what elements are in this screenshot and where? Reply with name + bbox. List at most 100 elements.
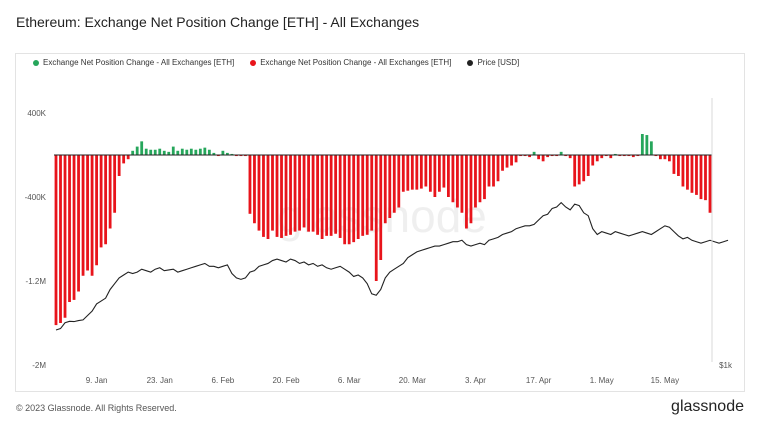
bar[interactable] bbox=[654, 155, 658, 157]
bar[interactable] bbox=[668, 155, 671, 162]
bar[interactable] bbox=[401, 155, 405, 192]
bar[interactable] bbox=[609, 155, 613, 159]
bar[interactable] bbox=[663, 155, 667, 160]
bar[interactable] bbox=[555, 155, 559, 157]
bar[interactable] bbox=[90, 155, 94, 276]
bar[interactable] bbox=[419, 155, 423, 189]
bar[interactable] bbox=[442, 155, 446, 188]
bar[interactable] bbox=[311, 155, 315, 232]
bar[interactable] bbox=[253, 155, 256, 224]
bar[interactable] bbox=[469, 155, 473, 224]
bar[interactable] bbox=[86, 155, 89, 271]
bar[interactable] bbox=[640, 134, 644, 155]
bar[interactable] bbox=[298, 155, 301, 231]
bar[interactable] bbox=[203, 147, 207, 155]
bar[interactable] bbox=[586, 155, 590, 176]
bar[interactable] bbox=[537, 155, 541, 160]
bar[interactable] bbox=[352, 155, 356, 243]
bar[interactable] bbox=[374, 155, 378, 281]
bar[interactable] bbox=[54, 155, 58, 326]
bar[interactable] bbox=[704, 155, 707, 201]
bar[interactable] bbox=[649, 141, 653, 155]
bar[interactable] bbox=[392, 155, 396, 213]
bar[interactable] bbox=[198, 148, 202, 155]
bar[interactable] bbox=[600, 155, 604, 159]
bar[interactable] bbox=[126, 155, 130, 160]
bar[interactable] bbox=[690, 155, 694, 193]
bar[interactable] bbox=[280, 155, 283, 238]
bar[interactable] bbox=[361, 155, 365, 236]
bar[interactable] bbox=[437, 155, 441, 192]
glassnode-logo[interactable]: glassnode bbox=[671, 398, 744, 415]
bar[interactable] bbox=[221, 150, 225, 155]
bar[interactable] bbox=[266, 155, 270, 239]
bar[interactable] bbox=[595, 155, 599, 162]
bar[interactable] bbox=[577, 155, 581, 185]
bar[interactable] bbox=[541, 155, 545, 162]
bar[interactable] bbox=[149, 149, 153, 155]
bar[interactable] bbox=[59, 155, 62, 323]
bar[interactable] bbox=[63, 155, 67, 318]
bar[interactable] bbox=[447, 155, 450, 197]
bar[interactable] bbox=[216, 155, 220, 157]
bar[interactable] bbox=[239, 155, 243, 157]
bar[interactable] bbox=[631, 155, 635, 158]
bar[interactable] bbox=[171, 146, 175, 155]
bar[interactable] bbox=[77, 155, 80, 292]
bar[interactable] bbox=[131, 150, 135, 155]
bar[interactable] bbox=[262, 155, 265, 237]
bar[interactable] bbox=[582, 155, 586, 182]
bar[interactable] bbox=[460, 155, 464, 213]
bar[interactable] bbox=[433, 155, 437, 197]
bar[interactable] bbox=[158, 148, 162, 155]
bar[interactable] bbox=[622, 155, 626, 157]
bar[interactable] bbox=[532, 151, 536, 155]
bar[interactable] bbox=[514, 155, 518, 163]
bar[interactable] bbox=[573, 155, 577, 187]
bar[interactable] bbox=[546, 155, 550, 158]
bar[interactable] bbox=[271, 155, 274, 231]
bar[interactable] bbox=[627, 155, 631, 157]
bar[interactable] bbox=[501, 155, 504, 171]
bar[interactable] bbox=[465, 155, 468, 229]
bar[interactable] bbox=[275, 155, 279, 237]
bar[interactable] bbox=[334, 155, 338, 234]
bar[interactable] bbox=[244, 155, 247, 157]
bar[interactable] bbox=[189, 148, 193, 155]
bar[interactable] bbox=[338, 155, 342, 238]
bar[interactable] bbox=[176, 150, 180, 155]
bar[interactable] bbox=[699, 155, 703, 200]
bar[interactable] bbox=[686, 155, 689, 190]
bar[interactable] bbox=[415, 155, 419, 190]
bar[interactable] bbox=[406, 155, 410, 191]
bar[interactable] bbox=[194, 149, 198, 155]
bar[interactable] bbox=[347, 155, 351, 245]
legend-item-outflow[interactable]: Exchange Net Position Change - All Excha… bbox=[250, 58, 451, 67]
bar[interactable] bbox=[397, 155, 401, 208]
legend-item-inflow[interactable]: Exchange Net Position Change - All Excha… bbox=[33, 58, 234, 67]
bar[interactable] bbox=[496, 155, 500, 182]
bar[interactable] bbox=[613, 153, 617, 155]
bar[interactable] bbox=[293, 155, 297, 232]
bar[interactable] bbox=[528, 155, 531, 158]
bar[interactable] bbox=[618, 155, 622, 157]
bar[interactable] bbox=[343, 155, 347, 245]
bar[interactable] bbox=[316, 155, 319, 235]
bar[interactable] bbox=[568, 155, 572, 159]
bar[interactable] bbox=[284, 155, 288, 236]
bar[interactable] bbox=[428, 155, 432, 192]
bar[interactable] bbox=[248, 155, 252, 214]
bar[interactable] bbox=[523, 155, 527, 157]
bar[interactable] bbox=[658, 155, 662, 160]
bar[interactable] bbox=[559, 151, 563, 155]
bar[interactable] bbox=[302, 155, 306, 228]
bar[interactable] bbox=[456, 155, 459, 208]
bar[interactable] bbox=[180, 148, 184, 155]
bar[interactable] bbox=[99, 155, 103, 248]
bar[interactable] bbox=[108, 155, 112, 229]
bar[interactable] bbox=[677, 155, 680, 176]
bar[interactable] bbox=[81, 155, 85, 276]
bar[interactable] bbox=[329, 155, 333, 236]
bar[interactable] bbox=[383, 155, 387, 224]
bar[interactable] bbox=[474, 155, 477, 208]
